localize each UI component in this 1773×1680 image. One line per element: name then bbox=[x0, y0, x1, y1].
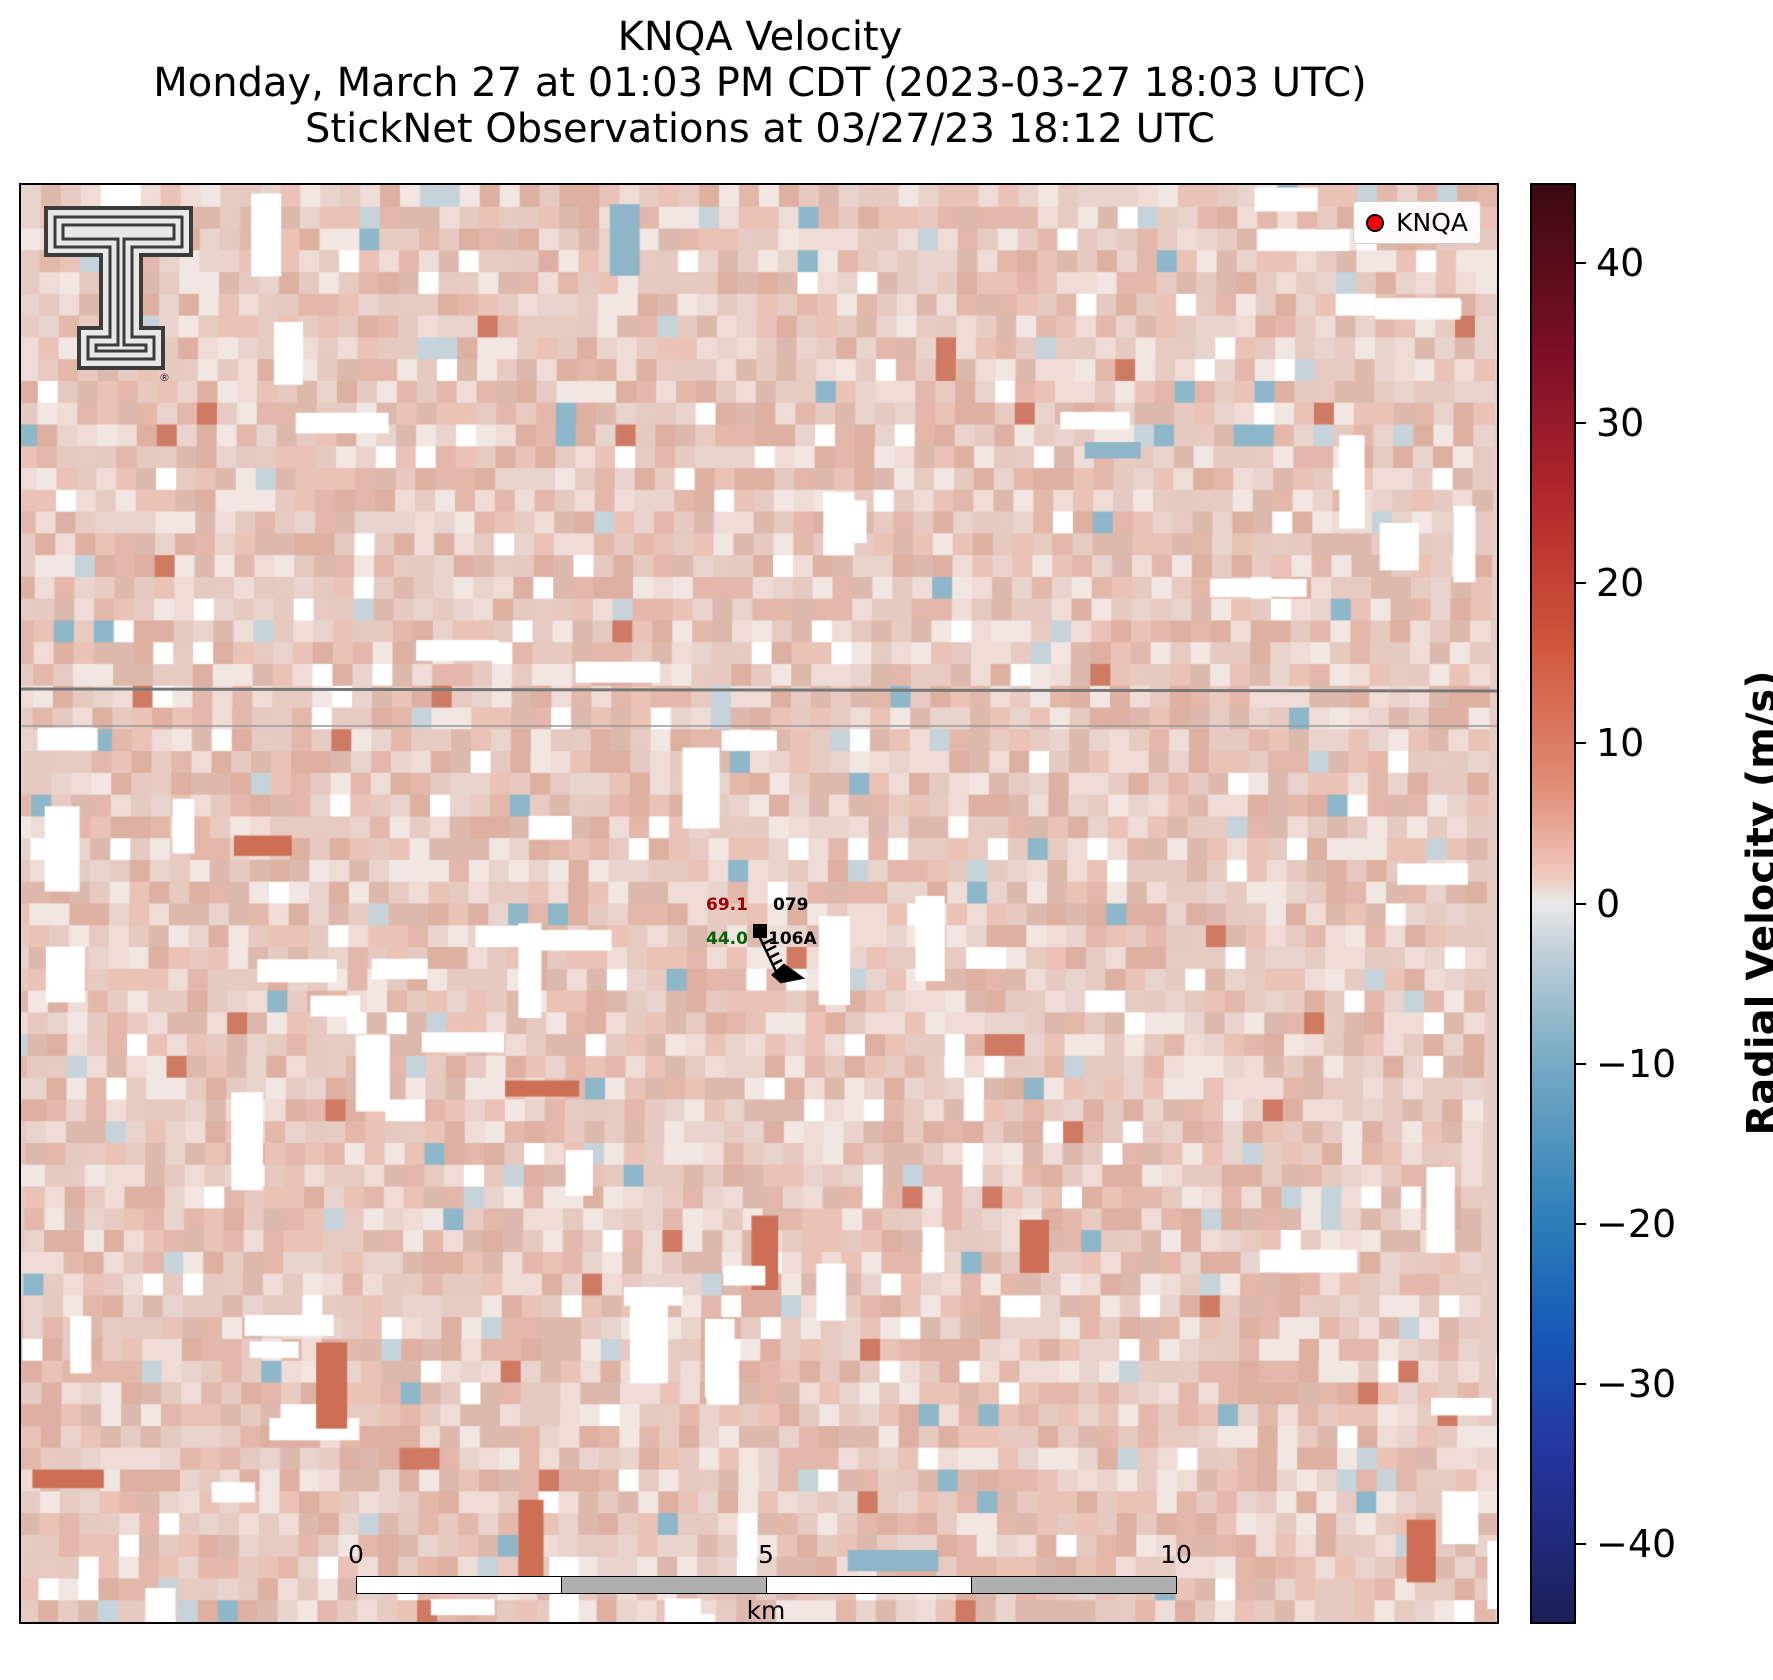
colorbar-tick-mark bbox=[1576, 742, 1586, 745]
station-marker-079[interactable] bbox=[753, 924, 767, 938]
figure-title: KNQA Velocity Monday, March 27 at 01:03 … bbox=[0, 14, 1520, 152]
texas-tech-double-t-logo: ® bbox=[44, 206, 193, 384]
title-scan-time: Monday, March 27 at 01:03 PM CDT (2023-0… bbox=[153, 60, 1367, 106]
colorbar-tick-mark bbox=[1576, 1542, 1586, 1545]
station-id-079: 079 bbox=[773, 895, 809, 915]
scale-bar: 0 5 10 km bbox=[348, 1540, 1192, 1622]
scale-segment bbox=[766, 1576, 972, 1594]
scale-segment bbox=[356, 1576, 562, 1594]
colorbar-tick-label: 10 bbox=[1596, 721, 1645, 766]
county-border-line bbox=[21, 687, 1497, 693]
colorbar-tick-label: −40 bbox=[1596, 1521, 1677, 1566]
colorbar-title: Radial Velocity (m/s) bbox=[1739, 670, 1773, 1136]
velocity-colorbar bbox=[1530, 183, 1576, 1624]
colorbar-tick-label: 0 bbox=[1596, 881, 1621, 926]
legend-label: KNQA bbox=[1396, 208, 1468, 237]
colorbar-tick-mark bbox=[1576, 422, 1586, 425]
station-id-106a: 106A bbox=[768, 929, 817, 949]
colorbar-tick-label: 20 bbox=[1596, 561, 1645, 606]
wind-barb-icon bbox=[758, 937, 806, 984]
colorbar-tick-label: −30 bbox=[1596, 1361, 1677, 1406]
colorbar-tick-label: 30 bbox=[1596, 401, 1645, 446]
station-value-106a: 44.0 bbox=[706, 929, 748, 949]
scale-unit: km bbox=[746, 1596, 786, 1624]
svg-text:®: ® bbox=[159, 371, 170, 384]
radar-site-marker-icon bbox=[1366, 213, 1385, 232]
colorbar-tick-mark bbox=[1576, 1222, 1586, 1225]
colorbar-tick-label: 40 bbox=[1596, 241, 1645, 286]
scale-segment bbox=[971, 1576, 1177, 1594]
station-value-079: 69.1 bbox=[706, 895, 748, 915]
colorbar-tick-mark bbox=[1576, 1062, 1586, 1065]
map-overlay bbox=[21, 687, 1497, 984]
colorbar-tick-mark bbox=[1576, 582, 1586, 585]
velocity-field bbox=[21, 185, 1497, 1622]
colorbar-tick-label: −10 bbox=[1596, 1041, 1677, 1086]
colorbar-tick-mark bbox=[1576, 1382, 1586, 1385]
title-observation-time: StickNet Observations at 03/27/23 18:12 … bbox=[305, 106, 1215, 152]
colorbar-tick-mark bbox=[1576, 262, 1586, 265]
scale-segment bbox=[561, 1576, 767, 1594]
scale-tick-10: 10 bbox=[1160, 1540, 1192, 1569]
map-legend: KNQA bbox=[1353, 201, 1481, 244]
title-radar-name: KNQA Velocity bbox=[617, 14, 903, 60]
radar-map[interactable]: 69.1 079 44.0 106A KNQA ® 0 5 10 km bbox=[19, 183, 1499, 1624]
scale-tick-0: 0 bbox=[348, 1540, 364, 1569]
scale-tick-5: 5 bbox=[758, 1540, 774, 1569]
colorbar-tick-mark bbox=[1576, 902, 1586, 905]
colorbar-tick-label: −20 bbox=[1596, 1201, 1677, 1246]
